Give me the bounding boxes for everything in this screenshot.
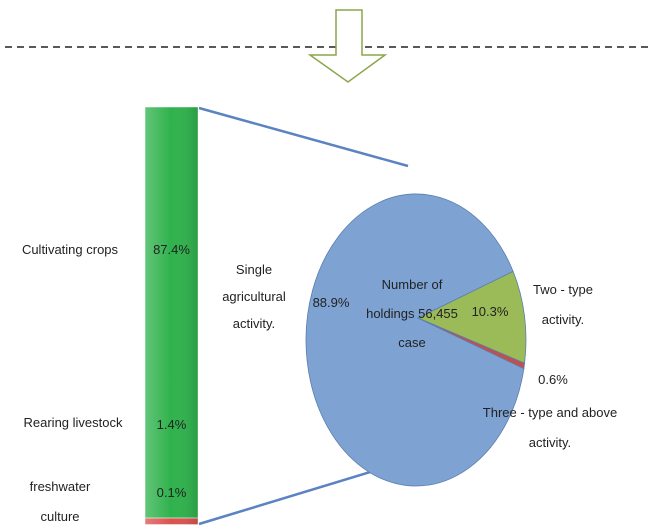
pie-slice	[305, 193, 525, 487]
pie-center-label: Number of holdings 56,455 case	[366, 277, 458, 350]
bar-value-label: 87.4%	[153, 242, 190, 257]
bar-category-label: Cultivating crops	[21, 242, 119, 257]
pie-slice	[417, 317, 526, 370]
pie-category-label: Two - type activity.	[533, 282, 593, 327]
bar-gloss	[145, 517, 198, 525]
pie-category-label: Three - type and above activity.	[482, 405, 618, 450]
bar-gloss	[145, 107, 198, 518]
pie-slice	[417, 270, 527, 364]
bar-category-label: freshwater culture	[29, 479, 91, 524]
pie-category-label: Single agricultural activity.	[222, 262, 286, 331]
bar-category-label: Rearing livestock	[23, 415, 123, 430]
bar-value-label: 0.1%	[156, 485, 187, 500]
down-arrow	[307, 9, 388, 83]
bar-value-label: 1.4%	[156, 417, 187, 432]
pie-value-label: 88.9%	[312, 295, 350, 310]
pie-value-label: 0.6%	[538, 372, 568, 387]
pie-value-label: 10.3%	[471, 304, 509, 319]
connector-line	[198, 106, 409, 168]
